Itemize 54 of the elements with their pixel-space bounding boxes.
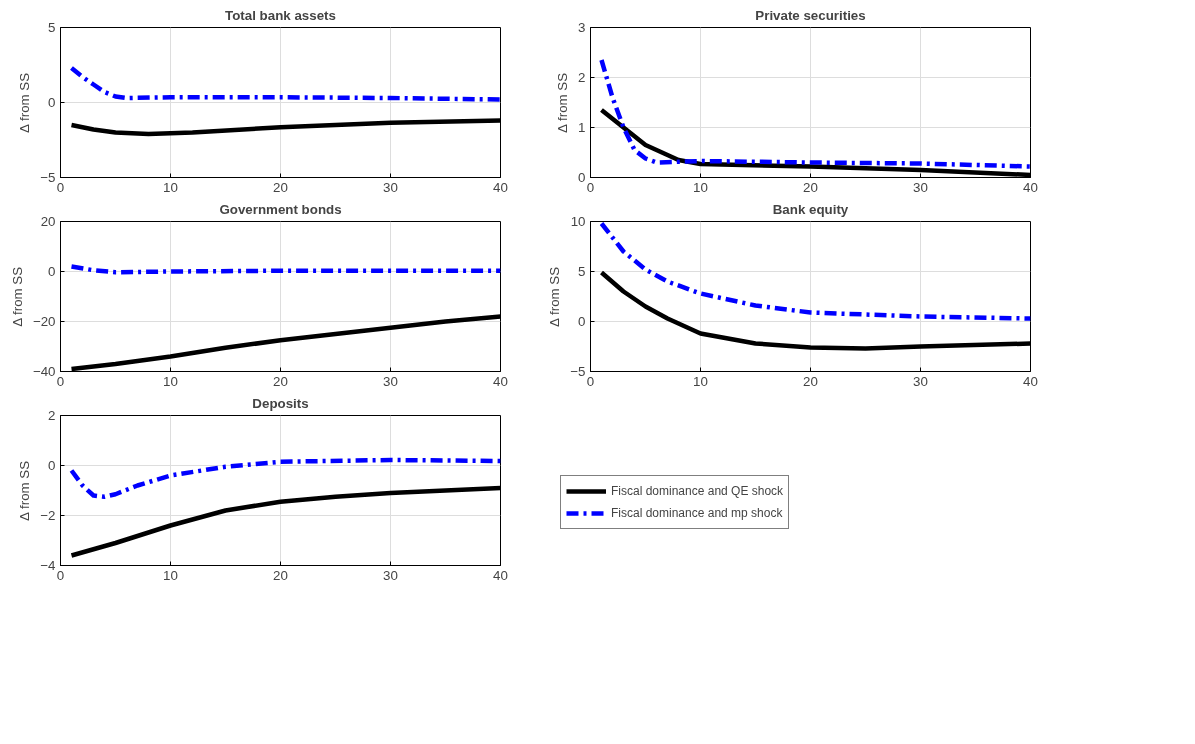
- x-tick-label: 40: [1023, 179, 1038, 195]
- line-series: [69, 65, 501, 102]
- x-tick-label: 20: [273, 179, 288, 195]
- x-tick-label: 20: [803, 179, 818, 195]
- y-tick-label: −2: [40, 508, 56, 523]
- y-axis-title: Δ from SS: [17, 72, 33, 133]
- y-tick-label: 0: [48, 264, 56, 279]
- y-tick-label: 3: [578, 20, 586, 35]
- y-tick-label: −5: [570, 364, 586, 379]
- y-axis-title: Δ from SS: [9, 266, 25, 327]
- line-series: [599, 221, 1031, 321]
- x-tick-label: 40: [1023, 373, 1038, 389]
- chart-title: Government bonds: [219, 201, 342, 217]
- x-tick-label: 30: [383, 373, 398, 389]
- x-tick-label: 10: [163, 179, 178, 195]
- y-axis-title: Δ from SS: [555, 72, 571, 133]
- y-tick-label: 2: [48, 408, 56, 423]
- y-tick-label: 0: [48, 458, 56, 473]
- y-tick-label: 1: [578, 120, 586, 135]
- y-tick-label: 5: [48, 20, 56, 35]
- y-tick-label: −5: [40, 170, 56, 185]
- chart-title: Bank equity: [772, 201, 849, 217]
- y-tick-label: 5: [578, 264, 586, 279]
- x-tick-label: 30: [383, 179, 398, 195]
- x-tick-label: 30: [913, 373, 928, 389]
- x-tick-label: 10: [163, 373, 178, 389]
- y-tick-label: 0: [48, 95, 56, 110]
- x-tick-label: 40: [493, 179, 508, 195]
- x-tick-label: 40: [493, 567, 508, 583]
- y-tick-label: 0: [578, 314, 586, 329]
- legend-label: Fiscal dominance and mp shock: [611, 506, 783, 520]
- x-tick-label: 10: [693, 373, 708, 389]
- chart-title: Total bank assets: [225, 7, 336, 23]
- chart-title: Private securities: [755, 7, 866, 23]
- y-tick-label: −20: [32, 314, 56, 329]
- x-tick-label: 20: [273, 373, 288, 389]
- x-tick-label: 10: [163, 567, 178, 583]
- chart-title: Deposits: [252, 395, 309, 411]
- x-tick-label: 30: [913, 179, 928, 195]
- y-tick-label: 10: [570, 214, 586, 229]
- y-tick-label: −4: [40, 558, 57, 573]
- x-tick-label: 20: [803, 373, 818, 389]
- legend-label: Fiscal dominance and QE shock: [611, 484, 784, 498]
- y-tick-label: −40: [32, 364, 56, 379]
- line-series: [599, 57, 1031, 169]
- y-tick-label: 20: [40, 214, 56, 229]
- x-tick-label: 40: [493, 373, 508, 389]
- x-tick-label: 30: [383, 567, 398, 583]
- y-tick-label: 2: [578, 70, 586, 85]
- y-axis-title: Δ from SS: [17, 460, 33, 521]
- line-series: [69, 457, 501, 499]
- x-tick-label: 10: [693, 179, 708, 195]
- y-axis-title: Δ from SS: [547, 266, 563, 327]
- x-tick-label: 20: [273, 567, 288, 583]
